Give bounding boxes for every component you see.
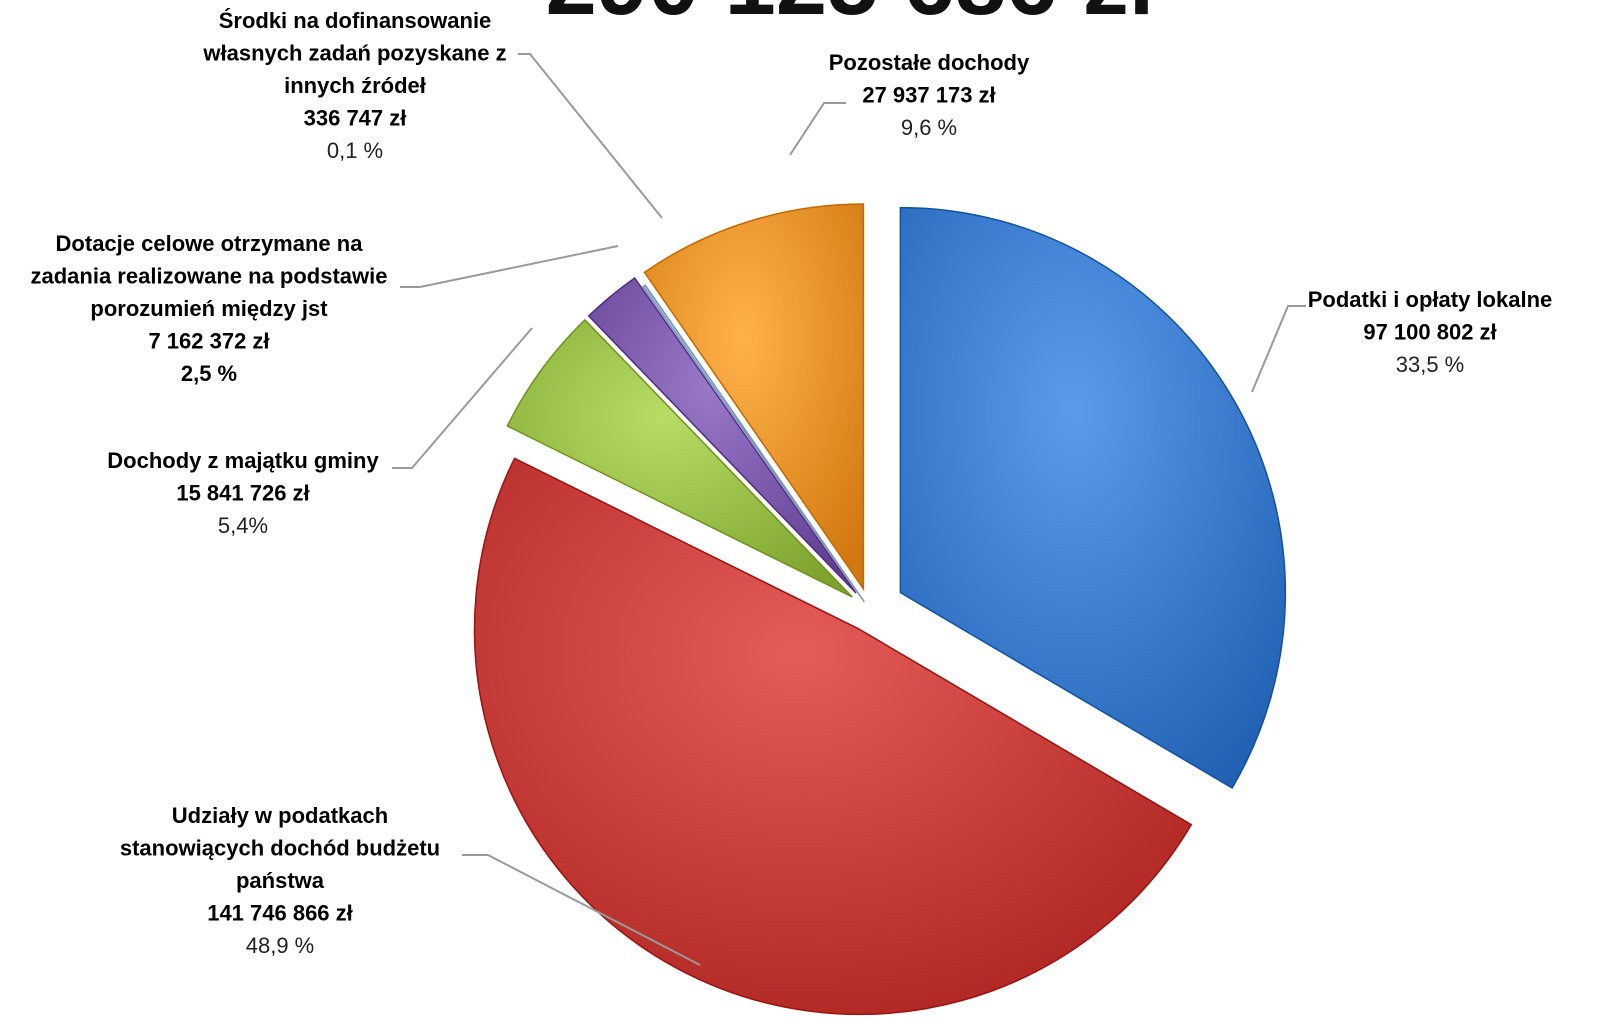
- slice-name-line: Udziały w podatkach: [172, 803, 388, 828]
- slice-amount: 336 747 zł: [304, 106, 407, 131]
- slice-amount: 97 100 802 zł: [1363, 320, 1496, 345]
- slice-name-line: państwa: [236, 868, 325, 893]
- slices-layer: [473, 203, 1287, 1016]
- leader-line-2: [462, 854, 701, 966]
- slice-label-3: Dochody z majątku gminy 15 841 726 zł 5,4%: [107, 448, 379, 538]
- pie-slice-6: [643, 203, 865, 592]
- slice-label-4: Dotacje celowe otrzymane na zadania reali…: [31, 231, 388, 386]
- slice-name-line: Pozostałe dochody: [829, 50, 1030, 75]
- leader-lines: [392, 53, 1306, 966]
- leader-line-4: [400, 245, 619, 288]
- leader-line-1: [1251, 305, 1306, 393]
- slice-percent: 5,4%: [218, 513, 268, 538]
- slice-label-2: Udziały w podatkach stanowiących dochód b…: [120, 803, 440, 958]
- slice-amount: 27 937 173 zł: [862, 83, 995, 108]
- slice-percent: 33,5 %: [1396, 352, 1465, 377]
- slice-percent: 2,5 %: [181, 361, 237, 386]
- pie-slice-3: [506, 318, 853, 598]
- slice-amount: 7 162 372 zł: [148, 329, 269, 354]
- slice-name-line: własnych zadań pozyskane z: [202, 41, 506, 66]
- pie-slice-2: [473, 457, 1193, 1016]
- leader-line-3: [392, 327, 533, 469]
- leader-line-6: [789, 102, 846, 156]
- slice-name-line: Dochody z majątku gminy: [107, 448, 379, 473]
- slice-name-line: porozumień między jst: [90, 296, 328, 321]
- slice-amount: 141 746 866 zł: [207, 901, 353, 926]
- slice-labels: Podatki i opłaty lokalne 97 100 802 zł 33,…: [31, 8, 1553, 958]
- slice-percent: 0,1 %: [327, 138, 383, 163]
- pie-slice-5: [641, 284, 865, 603]
- slice-name-line: innych źródeł: [284, 73, 426, 98]
- leader-line-5: [518, 53, 663, 219]
- slice-amount: 15 841 726 zł: [176, 481, 309, 506]
- chart-title: 290 125 686 zł: [546, 0, 1155, 34]
- slice-percent: 9,6 %: [901, 115, 957, 140]
- slice-name-line: Dotacje celowe otrzymane na: [56, 231, 364, 256]
- slice-label-1: Podatki i opłaty lokalne 97 100 802 zł 33,…: [1308, 287, 1553, 377]
- slice-name-line: stanowiących dochód budżetu: [120, 836, 440, 861]
- pie-slice-4: [587, 276, 857, 594]
- slice-name-line: Podatki i opłaty lokalne: [1308, 287, 1553, 312]
- slice-percent: 48,9 %: [246, 933, 315, 958]
- slice-label-6: Pozostałe dochody 27 937 173 zł 9,6 %: [829, 50, 1030, 140]
- pie-slice-1: [899, 206, 1287, 789]
- slice-name-line: Środki na dofinansowanie: [219, 8, 492, 33]
- slice-label-5: Środki na dofinansowanie własnych zadań p…: [202, 8, 506, 163]
- slice-name-line: zadania realizowane na podstawie: [31, 264, 388, 289]
